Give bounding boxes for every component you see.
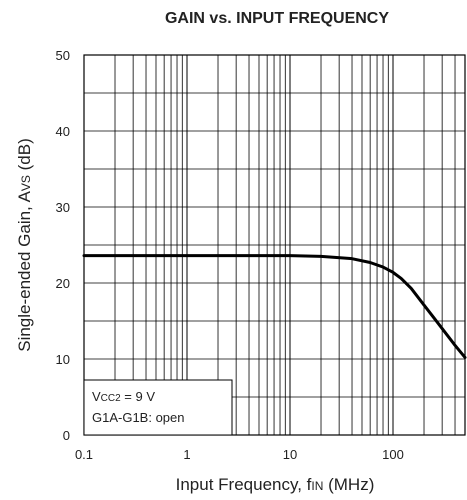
chart-title: GAIN vs. INPUT FREQUENCY <box>165 10 389 27</box>
plot-frame <box>83 54 466 436</box>
grid <box>84 55 465 435</box>
legend-line-2: G1A-G1B: open <box>92 410 185 425</box>
x-axis-label: Input Frequency, fIN (MHz) <box>176 475 375 494</box>
y-tick-label: 10 <box>56 352 70 367</box>
y-axis-label: Single-ended Gain, AVS (dB) <box>15 138 34 352</box>
x-tick-label: 1 <box>183 447 190 462</box>
x-tick-labels: 0.1 1 10 100 <box>75 447 404 462</box>
y-tick-label: 20 <box>56 276 70 291</box>
y-tick-label: 40 <box>56 124 70 139</box>
y-tick-labels: 0 10 20 30 40 50 <box>56 48 70 443</box>
legend: VCC2 = 9 V G1A-G1B: open <box>83 379 233 436</box>
y-tick-label: 0 <box>63 428 70 443</box>
gain-series-line <box>82 254 467 359</box>
x-tick-label: 10 <box>283 447 297 462</box>
y-tick-label: 50 <box>56 48 70 63</box>
x-tick-label: 0.1 <box>75 447 93 462</box>
x-tick-label: 100 <box>382 447 404 462</box>
legend-box <box>83 379 233 436</box>
legend-line-1: VCC2 = 9 V <box>92 389 155 404</box>
y-tick-label: 30 <box>56 200 70 215</box>
